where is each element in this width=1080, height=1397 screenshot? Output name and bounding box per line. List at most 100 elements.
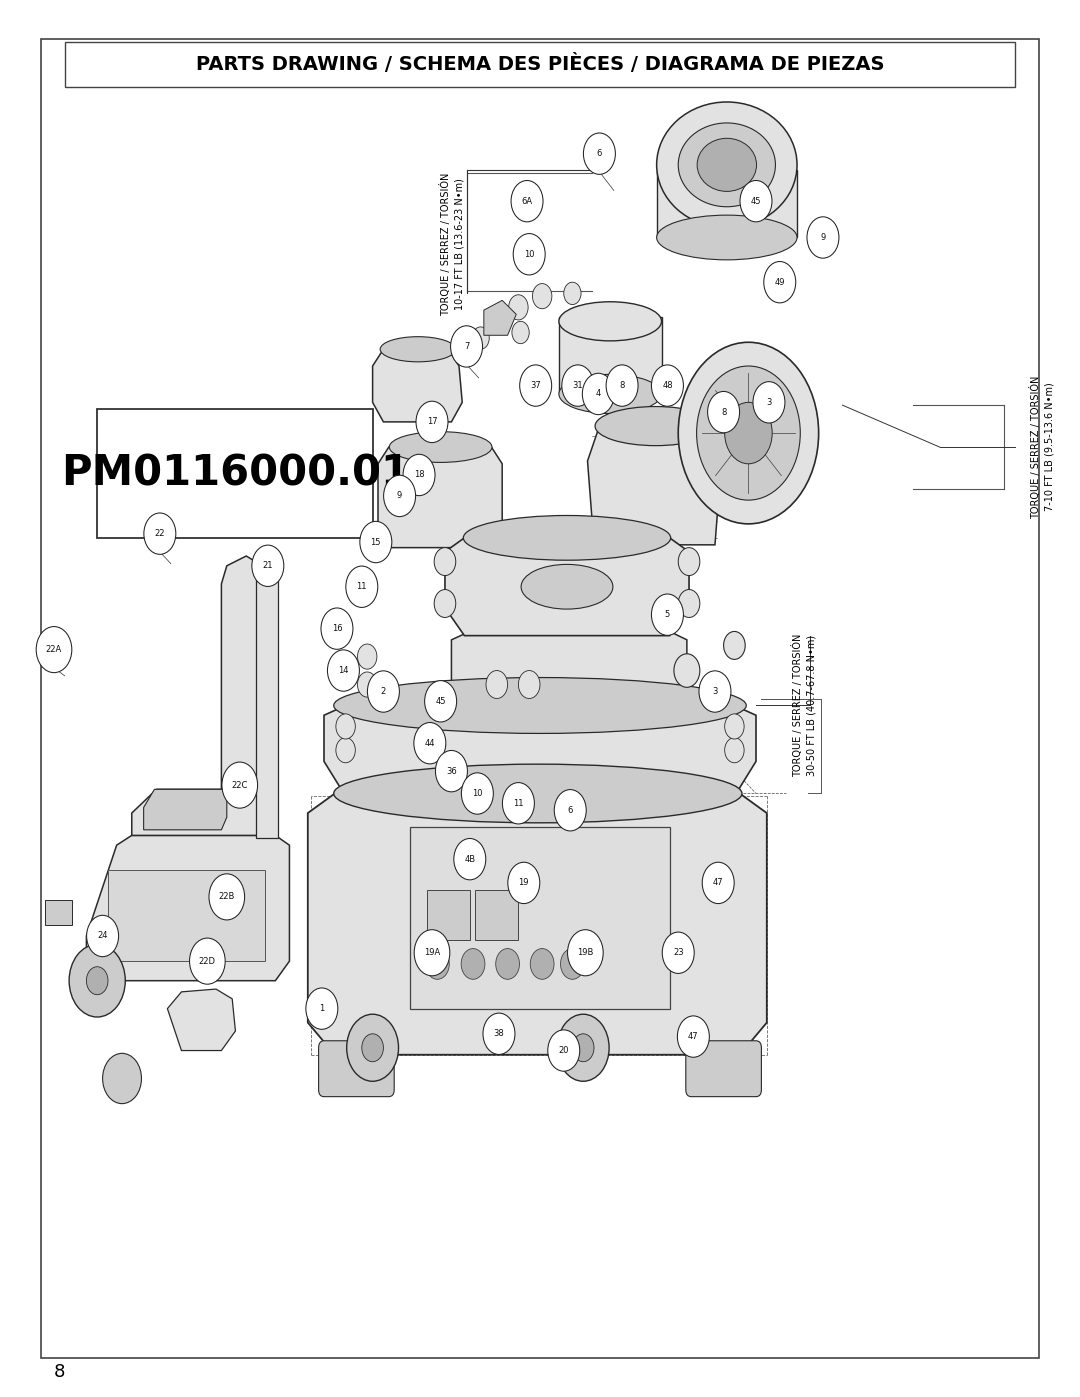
Circle shape: [725, 402, 772, 464]
Text: 49: 49: [774, 278, 785, 286]
Circle shape: [572, 1034, 594, 1062]
Polygon shape: [144, 789, 227, 830]
Ellipse shape: [334, 764, 742, 823]
Circle shape: [357, 644, 377, 669]
Circle shape: [362, 1034, 383, 1062]
Polygon shape: [324, 705, 756, 796]
Bar: [108, 870, 265, 961]
Ellipse shape: [657, 102, 797, 228]
Circle shape: [508, 862, 540, 904]
Text: 36: 36: [446, 767, 457, 775]
Circle shape: [472, 327, 489, 349]
Circle shape: [144, 513, 176, 555]
Circle shape: [582, 373, 615, 415]
Circle shape: [740, 180, 772, 222]
Circle shape: [426, 949, 449, 979]
Circle shape: [518, 671, 540, 698]
Ellipse shape: [559, 374, 661, 414]
Circle shape: [486, 671, 508, 698]
Circle shape: [699, 671, 731, 712]
Text: 22C: 22C: [231, 781, 248, 789]
FancyBboxPatch shape: [319, 1041, 394, 1097]
Text: 22B: 22B: [218, 893, 235, 901]
Circle shape: [651, 594, 684, 636]
Circle shape: [414, 722, 446, 764]
Text: 19A: 19A: [423, 949, 441, 957]
Text: 8: 8: [54, 1363, 65, 1380]
FancyBboxPatch shape: [559, 317, 662, 394]
Circle shape: [557, 1014, 609, 1081]
Polygon shape: [484, 300, 516, 335]
Text: 17: 17: [427, 418, 437, 426]
Circle shape: [450, 326, 483, 367]
Polygon shape: [308, 793, 767, 1055]
Circle shape: [568, 930, 604, 975]
Text: 18: 18: [414, 471, 424, 479]
Circle shape: [306, 988, 338, 1030]
Circle shape: [403, 454, 435, 496]
Text: 4B: 4B: [464, 855, 475, 863]
Circle shape: [327, 650, 360, 692]
Text: 23: 23: [673, 949, 684, 957]
Text: 3: 3: [767, 398, 771, 407]
Text: 47: 47: [713, 879, 724, 887]
Circle shape: [336, 738, 355, 763]
Text: 3: 3: [713, 687, 717, 696]
FancyBboxPatch shape: [657, 170, 797, 237]
Text: 10: 10: [472, 789, 483, 798]
Text: 44: 44: [424, 739, 435, 747]
Circle shape: [357, 672, 377, 697]
Circle shape: [424, 680, 457, 722]
Circle shape: [764, 261, 796, 303]
Text: 2: 2: [381, 687, 386, 696]
Polygon shape: [373, 349, 462, 422]
Circle shape: [678, 342, 819, 524]
Circle shape: [360, 521, 392, 563]
Ellipse shape: [559, 302, 661, 341]
Circle shape: [190, 939, 226, 983]
Circle shape: [583, 133, 616, 175]
Ellipse shape: [522, 564, 613, 609]
Circle shape: [725, 714, 744, 739]
Circle shape: [483, 1013, 515, 1055]
Text: 45: 45: [435, 697, 446, 705]
Ellipse shape: [657, 215, 797, 260]
Text: 37: 37: [530, 381, 541, 390]
Circle shape: [561, 949, 584, 979]
Ellipse shape: [463, 515, 671, 560]
Circle shape: [461, 773, 494, 814]
Circle shape: [461, 949, 485, 979]
Circle shape: [651, 365, 684, 407]
Ellipse shape: [380, 337, 456, 362]
Circle shape: [554, 789, 586, 831]
Text: 21: 21: [262, 562, 273, 570]
Circle shape: [336, 714, 355, 739]
Text: 4: 4: [596, 390, 600, 398]
Circle shape: [86, 967, 108, 995]
Circle shape: [564, 282, 581, 305]
Text: 31: 31: [572, 381, 583, 390]
Circle shape: [724, 631, 745, 659]
Circle shape: [496, 949, 519, 979]
Ellipse shape: [256, 552, 278, 566]
Circle shape: [86, 915, 119, 957]
Circle shape: [37, 626, 71, 672]
Ellipse shape: [595, 407, 716, 446]
Circle shape: [321, 608, 353, 650]
Text: 11: 11: [513, 799, 524, 807]
Bar: [45, 900, 72, 925]
Text: 8: 8: [721, 408, 726, 416]
Bar: [256, 556, 278, 838]
Circle shape: [753, 381, 785, 423]
Circle shape: [252, 545, 284, 587]
Circle shape: [702, 862, 734, 904]
Circle shape: [434, 548, 456, 576]
Circle shape: [678, 548, 700, 576]
FancyBboxPatch shape: [686, 1041, 761, 1097]
Circle shape: [502, 782, 535, 824]
Circle shape: [697, 366, 800, 500]
Text: 8: 8: [620, 381, 624, 390]
Ellipse shape: [334, 678, 746, 733]
Text: 9: 9: [397, 492, 402, 500]
Text: 24: 24: [97, 932, 108, 940]
